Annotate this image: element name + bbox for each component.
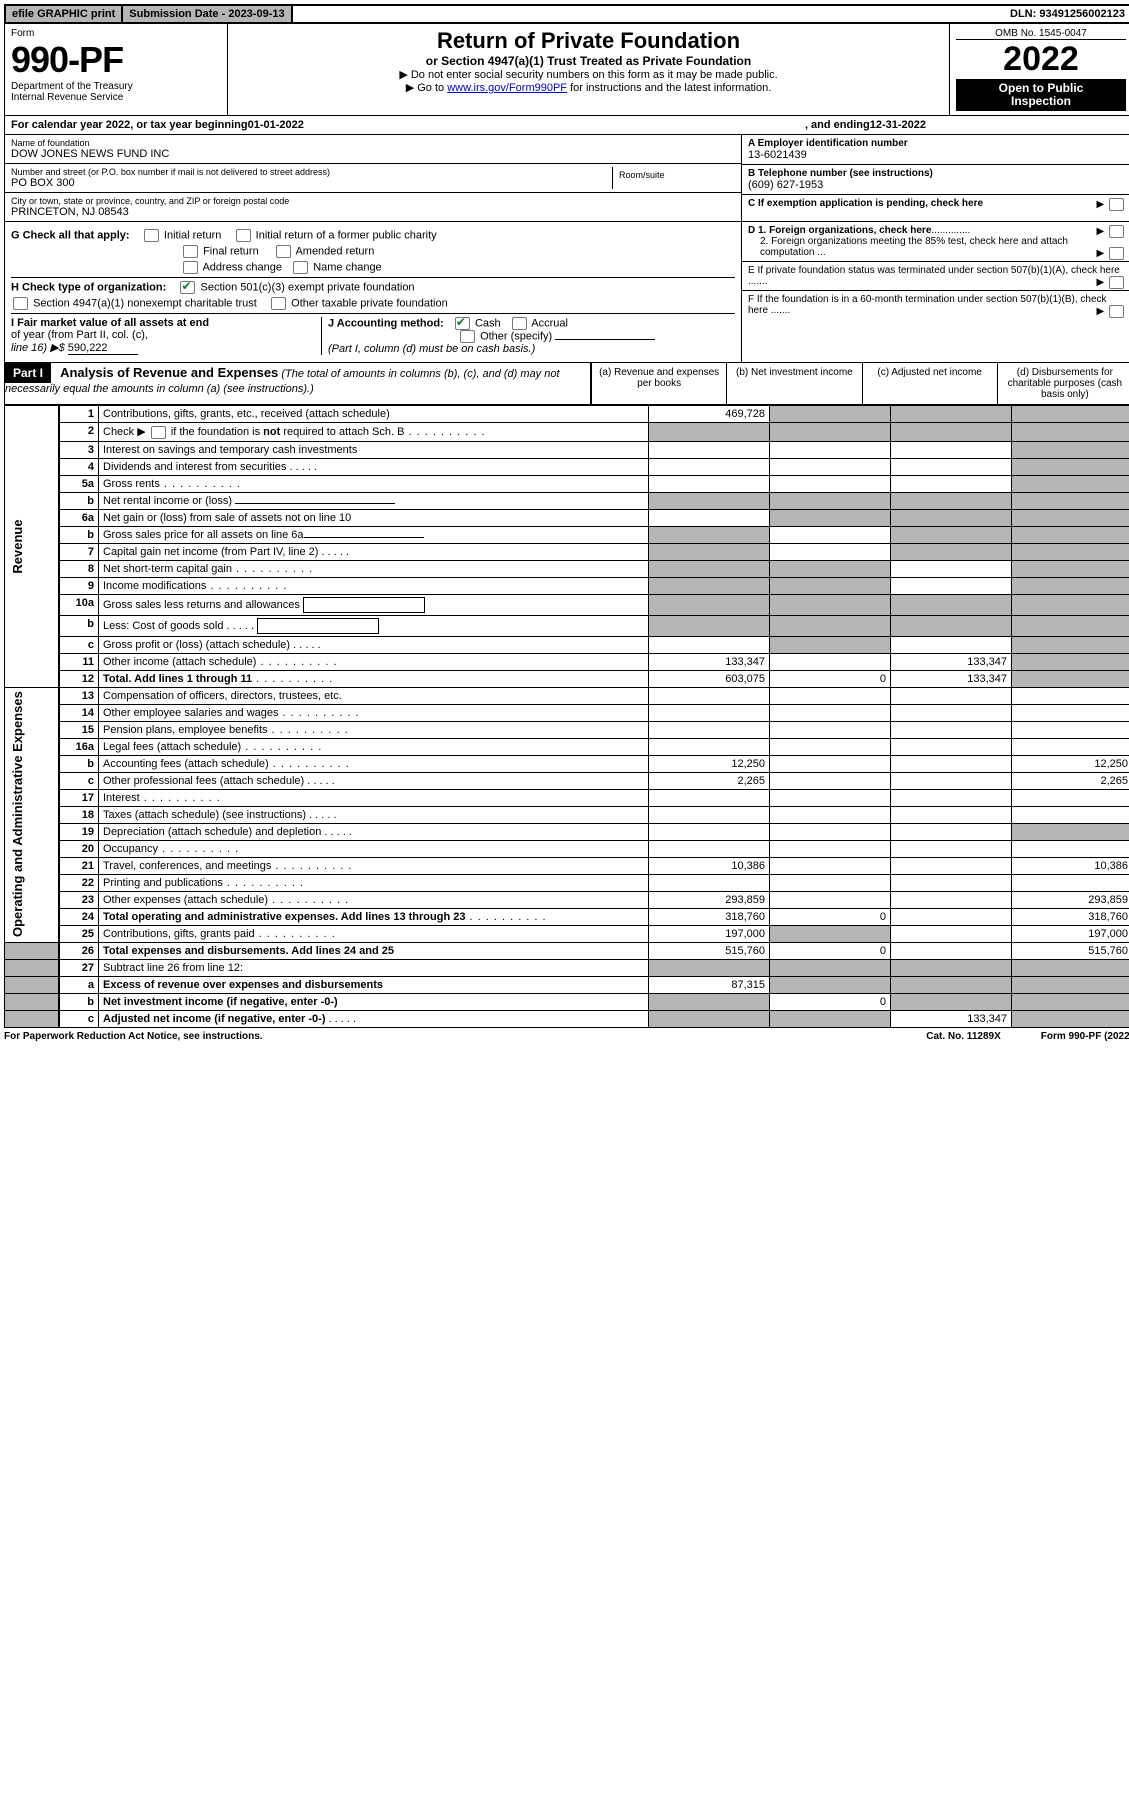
r12-b: 0	[770, 670, 891, 687]
col-a-header: (a) Revenue and expenses per books	[591, 363, 726, 404]
fmv-assets: 590,222	[68, 342, 138, 355]
section-e: E If private foundation status was termi…	[742, 262, 1129, 291]
r25-d: 197,000	[1012, 925, 1129, 942]
r21-d: 10,386	[1012, 857, 1129, 874]
top-bar: efile GRAPHIC print Submission Date - 20…	[4, 4, 1129, 24]
efile-label: efile GRAPHIC print	[6, 6, 123, 22]
header-center: Return of Private Foundation or Section …	[228, 24, 950, 115]
r16c-a: 2,265	[649, 772, 770, 789]
year-end: 12-31-2022	[870, 119, 926, 131]
foundation-name: DOW JONES NEWS FUND INC	[11, 148, 735, 160]
r23-d: 293,859	[1012, 891, 1129, 908]
r27b-b: 0	[770, 993, 891, 1010]
address-cell: Number and street (or P.O. box number if…	[5, 164, 741, 193]
r16b-d: 12,250	[1012, 755, 1129, 772]
footer-right: Form 990-PF (2022)	[1041, 1031, 1129, 1042]
open-public-badge: Open to Public Inspection	[956, 79, 1126, 111]
r26-d: 515,760	[1012, 942, 1129, 959]
section-d: D 1. Foreign organizations, check here..…	[742, 222, 1129, 262]
checkbox-e[interactable]	[1109, 276, 1124, 289]
checkbox-other-taxable[interactable]	[271, 297, 286, 310]
instr-1: ▶ Do not enter social security numbers o…	[234, 68, 943, 81]
col-d-header: (d) Disbursements for charitable purpose…	[997, 363, 1129, 404]
checkbox-name-change[interactable]	[293, 261, 308, 274]
r23-a: 293,859	[649, 891, 770, 908]
r26-b: 0	[770, 942, 891, 959]
omb-number: OMB No. 1545-0047	[956, 28, 1126, 40]
form-title: Return of Private Foundation	[234, 28, 943, 54]
ein: 13-6021439	[748, 149, 1126, 161]
expenses-side-label: Operating and Administrative Expenses	[5, 687, 60, 942]
checkbox-501c3[interactable]	[180, 281, 195, 294]
form-subtitle: or Section 4947(a)(1) Trust Treated as P…	[234, 54, 943, 68]
foundation-name-cell: Name of foundation DOW JONES NEWS FUND I…	[5, 135, 741, 164]
section-f: F If the foundation is in a 60-month ter…	[742, 291, 1129, 319]
dln: DLN: 93491256002123	[1004, 6, 1129, 22]
r26-a: 515,760	[649, 942, 770, 959]
room-suite: Room/suite	[612, 167, 735, 189]
r24-a: 318,760	[649, 908, 770, 925]
checkbox-d1[interactable]	[1109, 225, 1124, 238]
street-address: PO BOX 300	[11, 177, 612, 189]
r27c-c: 133,347	[891, 1010, 1012, 1027]
year-begin: 01-01-2022	[248, 119, 304, 131]
checkbox-address-change[interactable]	[183, 261, 198, 274]
footer-mid: Cat. No. 11289X	[926, 1031, 1000, 1042]
city-state-zip: PRINCETON, NJ 08543	[11, 206, 735, 218]
submission-date: Submission Date - 2023-09-13	[123, 6, 292, 22]
entity-info: Name of foundation DOW JONES NEWS FUND I…	[4, 135, 1129, 222]
checkbox-initial-former[interactable]	[236, 229, 251, 242]
checkbox-d2[interactable]	[1109, 247, 1124, 260]
footer-left: For Paperwork Reduction Act Notice, see …	[4, 1031, 263, 1042]
section-h: H Check type of organization: Section 50…	[11, 277, 735, 294]
header-left: Form 990-PF Department of the Treasury I…	[5, 24, 228, 115]
r27a-a: 87,315	[649, 976, 770, 993]
form-header: Form 990-PF Department of the Treasury I…	[4, 24, 1129, 116]
col-b-header: (b) Net investment income	[726, 363, 861, 404]
exemption-pending-cell: C If exemption application is pending, c…	[742, 195, 1129, 214]
r12-c: 133,347	[891, 670, 1012, 687]
ein-cell: A Employer identification number 13-6021…	[742, 135, 1129, 165]
checkbox-4947[interactable]	[13, 297, 28, 310]
form-link[interactable]: www.irs.gov/Form990PF	[447, 82, 567, 94]
telephone: (609) 627-1953	[748, 179, 1126, 191]
checkbox-other-method[interactable]	[460, 330, 475, 343]
r11-a: 133,347	[649, 653, 770, 670]
irs-label: Internal Revenue Service	[11, 92, 221, 103]
revenue-side-label: Revenue	[5, 406, 60, 688]
checkbox-accrual[interactable]	[512, 317, 527, 330]
part-1-table: Revenue 1Contributions, gifts, grants, e…	[4, 405, 1129, 1028]
section-i-j: I Fair market value of all assets at end…	[11, 313, 735, 355]
calendar-year-row: For calendar year 2022, or tax year begi…	[4, 116, 1129, 135]
tax-year: 2022	[956, 40, 1126, 79]
r24-b: 0	[770, 908, 891, 925]
r11-c: 133,347	[891, 653, 1012, 670]
col-c-header: (c) Adjusted net income	[862, 363, 997, 404]
checkbox-amended-return[interactable]	[276, 245, 291, 258]
dept-treasury: Department of the Treasury	[11, 81, 221, 92]
checkbox-initial-return[interactable]	[144, 229, 159, 242]
header-right: OMB No. 1545-0047 2022 Open to Public In…	[950, 24, 1129, 115]
telephone-cell: B Telephone number (see instructions) (6…	[742, 165, 1129, 195]
form-number: 990-PF	[11, 39, 221, 81]
checkbox-c[interactable]	[1109, 198, 1124, 211]
checkbox-sch-b[interactable]	[151, 426, 166, 439]
section-g: G Check all that apply: Initial return I…	[11, 229, 735, 242]
form-label: Form	[11, 28, 221, 39]
checkbox-final-return[interactable]	[183, 245, 198, 258]
r24-d: 318,760	[1012, 908, 1129, 925]
check-section: G Check all that apply: Initial return I…	[4, 222, 1129, 363]
checkbox-f[interactable]	[1109, 305, 1124, 318]
page-footer: For Paperwork Reduction Act Notice, see …	[4, 1028, 1129, 1045]
checkbox-cash[interactable]	[455, 317, 470, 330]
r12-a: 603,075	[649, 670, 770, 687]
city-cell: City or town, state or province, country…	[5, 193, 741, 221]
r1-a: 469,728	[649, 406, 770, 423]
r16b-a: 12,250	[649, 755, 770, 772]
instr-2: ▶ Go to www.irs.gov/Form990PF for instru…	[234, 81, 943, 94]
r16c-d: 2,265	[1012, 772, 1129, 789]
part-1-header: Part I Analysis of Revenue and Expenses …	[4, 363, 1129, 405]
r21-a: 10,386	[649, 857, 770, 874]
r25-a: 197,000	[649, 925, 770, 942]
